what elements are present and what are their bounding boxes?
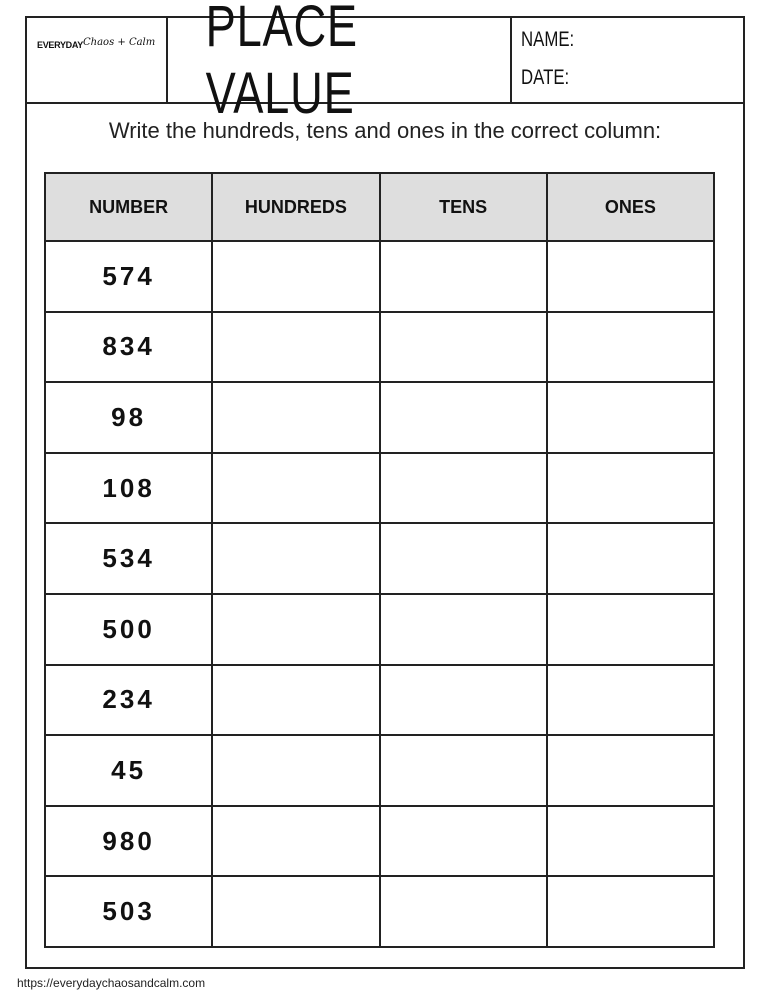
number-cell: 980	[43, 804, 214, 878]
table-row: 574	[43, 240, 716, 313]
number-cell: 108	[43, 451, 214, 525]
ones-answer-cell[interactable]	[545, 240, 716, 313]
ones-answer-cell[interactable]	[545, 875, 716, 948]
table-row: 500	[43, 592, 716, 666]
table-row: 834	[43, 310, 716, 384]
table-row: 98	[43, 381, 716, 454]
date-label: DATE:	[521, 66, 570, 89]
place-value-table: NUMBER HUNDREDS TENS ONES 574 834 98 108 534 500…	[43, 172, 716, 948]
ones-answer-cell[interactable]	[545, 804, 716, 878]
hundreds-answer-cell[interactable]	[211, 592, 381, 666]
column-header-ones: ONES	[545, 172, 716, 242]
tens-answer-cell[interactable]	[378, 663, 548, 737]
tens-answer-cell[interactable]	[378, 592, 548, 666]
hundreds-answer-cell[interactable]	[211, 663, 381, 737]
number-cell: 834	[43, 310, 214, 384]
worksheet-frame: EVERYDAY Chaos + Calm PLACE VALUE NAME: …	[25, 0, 745, 969]
ones-answer-cell[interactable]	[545, 451, 716, 525]
ones-answer-cell[interactable]	[545, 592, 716, 666]
hundreds-answer-cell[interactable]	[211, 875, 381, 948]
hundreds-answer-cell[interactable]	[211, 804, 381, 878]
table-header-row: NUMBER HUNDREDS TENS ONES	[43, 172, 716, 242]
number-cell: 534	[43, 522, 214, 595]
number-cell: 503	[43, 875, 214, 948]
logo-text-everyday: EVERYDAY	[37, 40, 83, 50]
instruction-text: Write the hundreds, tens and ones in the…	[108, 118, 662, 143]
number-cell: 98	[43, 381, 214, 454]
table-row: 980	[43, 804, 716, 878]
tens-answer-cell[interactable]	[378, 381, 548, 454]
table-row: 45	[43, 734, 716, 807]
logo-text-chaos-calm: Chaos + Calm	[83, 37, 156, 48]
tens-answer-cell[interactable]	[378, 451, 548, 525]
ones-answer-cell[interactable]	[545, 310, 716, 384]
ones-answer-cell[interactable]	[545, 381, 716, 454]
tens-answer-cell[interactable]	[378, 522, 548, 595]
hundreds-answer-cell[interactable]	[211, 381, 381, 454]
number-cell: 574	[43, 240, 214, 313]
number-cell: 45	[43, 734, 214, 807]
tens-answer-cell[interactable]	[378, 875, 548, 948]
tens-answer-cell[interactable]	[378, 734, 548, 807]
table-row: 534	[43, 522, 716, 595]
ones-answer-cell[interactable]	[545, 734, 716, 807]
number-cell: 500	[43, 592, 214, 666]
table-row: 503	[43, 875, 716, 948]
column-header-number: NUMBER	[43, 172, 214, 242]
tens-answer-cell[interactable]	[378, 240, 548, 313]
footer-url: https://everydaychaosandcalm.com	[17, 976, 206, 990]
page-title: PLACE VALUE	[168, 0, 512, 126]
tens-answer-cell[interactable]	[378, 310, 548, 384]
logo: EVERYDAY Chaos + Calm	[27, 18, 168, 102]
tens-answer-cell[interactable]	[378, 804, 548, 878]
page-title-text: PLACE VALUE	[205, 0, 358, 126]
number-cell: 234	[43, 663, 214, 737]
column-header-hundreds: HUNDREDS	[211, 172, 381, 242]
ones-answer-cell[interactable]	[545, 663, 716, 737]
hundreds-answer-cell[interactable]	[211, 240, 381, 313]
ones-answer-cell[interactable]	[545, 522, 716, 595]
hundreds-answer-cell[interactable]	[211, 451, 381, 525]
hundreds-answer-cell[interactable]	[211, 310, 381, 384]
hundreds-answer-cell[interactable]	[211, 522, 381, 595]
table-row: 234	[43, 663, 716, 737]
worksheet-header: EVERYDAY Chaos + Calm PLACE VALUE NAME: …	[27, 0, 743, 126]
name-label: NAME:	[521, 28, 575, 51]
hundreds-answer-cell[interactable]	[211, 734, 381, 807]
column-header-tens: TENS	[378, 172, 548, 242]
table-row: 108	[43, 451, 716, 525]
